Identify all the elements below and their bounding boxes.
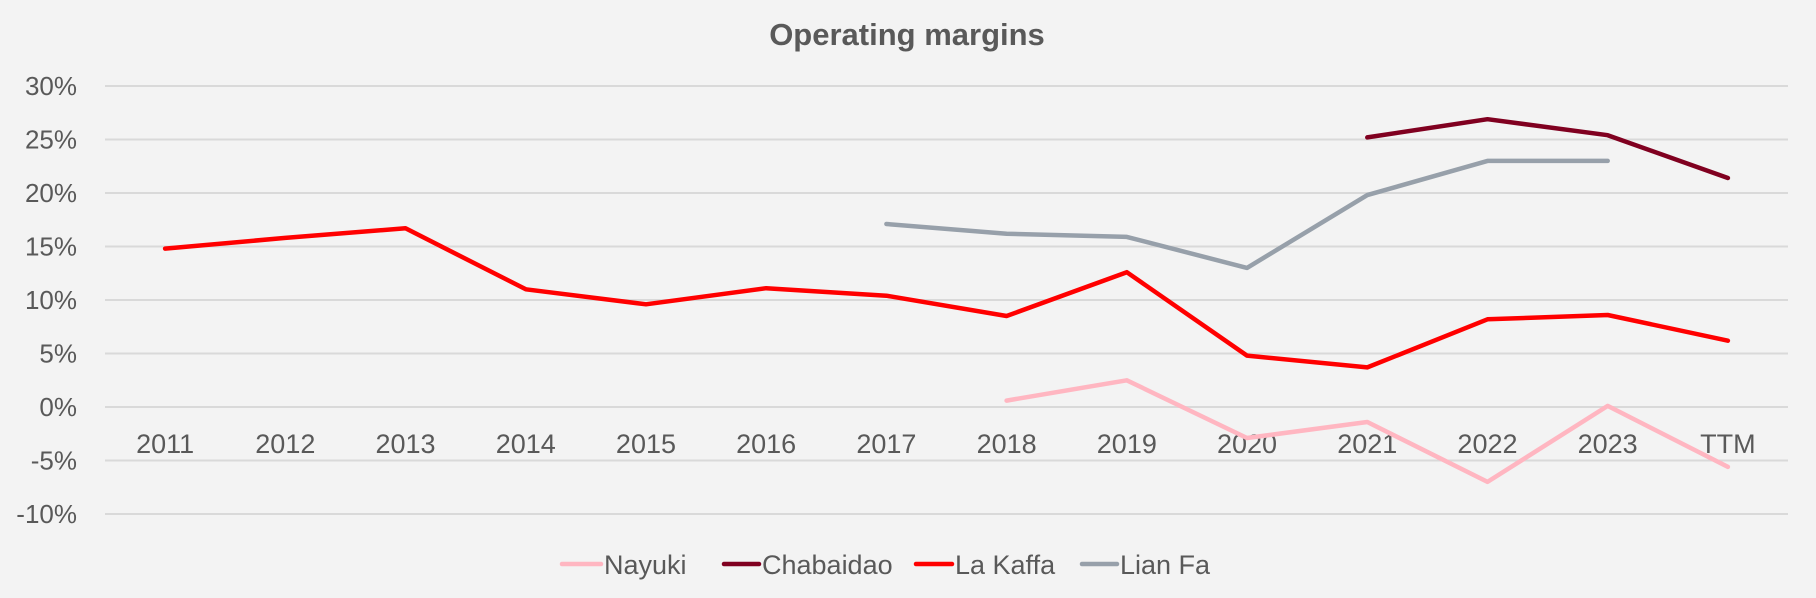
gridlines (105, 85, 1788, 515)
series-nayuki (1004, 378, 1731, 485)
legend-label: Nayuki (604, 550, 687, 580)
series-line (162, 226, 1731, 370)
legend: Nayuki Chabaidao La Kaffa Lian Fa (559, 550, 1211, 580)
x-tick-label: TTM (1700, 429, 1755, 459)
y-tick-label: 25% (25, 125, 77, 155)
legend-label: La Kaffa (955, 550, 1056, 580)
legend-item-nayuki[interactable]: Nayuki (559, 550, 687, 580)
legend-label: Chabaidao (762, 550, 893, 580)
series-line (884, 158, 1610, 271)
chart-title: Operating margins (769, 17, 1045, 52)
series-la-kaffa (162, 226, 1731, 370)
x-tick-label: 2013 (375, 429, 435, 459)
x-tick-label: 2023 (1578, 429, 1638, 459)
y-axis-tick-labels: 30% 25% 20% 15% 10% 5% 0% -5% -10% (16, 71, 77, 529)
x-tick-label: 2014 (496, 429, 556, 459)
y-tick-label: -5% (31, 446, 77, 476)
x-tick-label: 2022 (1457, 429, 1517, 459)
x-tick-label: 2019 (1097, 429, 1157, 459)
y-tick-label: -10% (16, 499, 77, 529)
series-lian-fa (884, 158, 1610, 271)
y-tick-label: 0% (39, 392, 77, 422)
x-tick-label: 2011 (136, 429, 194, 459)
legend-item-lian-fa[interactable]: Lian Fa (1079, 550, 1211, 580)
y-tick-label: 10% (25, 285, 77, 315)
x-tick-label: 2015 (616, 429, 676, 459)
x-tick-label: 2012 (255, 429, 315, 459)
x-tick-label: 2018 (977, 429, 1037, 459)
series-line (1365, 116, 1731, 181)
legend-label: Lian Fa (1120, 550, 1211, 580)
legend-item-chabaidao[interactable]: Chabaidao (721, 550, 893, 580)
y-tick-label: 15% (25, 232, 77, 262)
y-tick-label: 5% (39, 339, 77, 369)
series-lines (162, 116, 1731, 485)
series-chabaidao (1365, 116, 1731, 181)
x-tick-label: 2016 (736, 429, 796, 459)
y-tick-label: 30% (25, 71, 77, 101)
legend-item-la-kaffa[interactable]: La Kaffa (913, 550, 1056, 580)
x-tick-label: 2017 (856, 429, 916, 459)
series-line (1004, 378, 1731, 485)
y-tick-label: 20% (25, 178, 77, 208)
